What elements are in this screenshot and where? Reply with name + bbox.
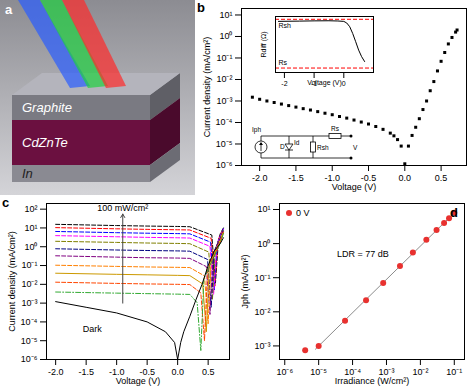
svg-text:Rsh: Rsh xyxy=(317,144,329,151)
svg-text:0: 0 xyxy=(342,80,346,87)
svg-text:10⁰: 10⁰ xyxy=(219,31,232,41)
svg-text:In: In xyxy=(22,166,33,181)
svg-text:-2.0: -2.0 xyxy=(48,367,64,377)
svg-text:Graphite: Graphite xyxy=(22,100,72,115)
svg-text:10⁻⁵: 10⁻⁵ xyxy=(310,367,327,377)
html-text:a: a xyxy=(5,2,13,17)
svg-text:Iph: Iph xyxy=(252,126,261,134)
svg-text:10¹: 10¹ xyxy=(257,204,270,214)
svg-text:D: D xyxy=(280,143,285,150)
svg-text:10⁻³: 10⁻³ xyxy=(21,298,37,308)
svg-text:Rs: Rs xyxy=(279,59,288,66)
svg-text:-1.5: -1.5 xyxy=(288,173,304,183)
svg-text:0.5: 0.5 xyxy=(202,367,215,377)
html-text:c: c xyxy=(2,195,10,210)
svg-text:-1.0: -1.0 xyxy=(324,172,340,183)
svg-text:10⁻¹: 10⁻¹ xyxy=(216,53,232,63)
svg-text:10⁻¹: 10⁻¹ xyxy=(254,273,270,283)
svg-text:10⁻¹: 10⁻¹ xyxy=(446,367,462,377)
svg-text:10⁻⁴: 10⁻⁴ xyxy=(344,366,361,377)
svg-text:Voltage (V): Voltage (V) xyxy=(116,376,161,386)
svg-text:10⁰: 10⁰ xyxy=(24,242,37,252)
svg-text:10⁻⁶: 10⁻⁶ xyxy=(276,367,293,377)
svg-text:Current density (mA/cm²): Current density (mA/cm²) xyxy=(7,231,17,332)
svg-text:-1.0: -1.0 xyxy=(108,366,125,377)
svg-text:10⁻²: 10⁻² xyxy=(412,367,428,377)
svg-text:Rs: Rs xyxy=(331,125,340,132)
html-text:b: b xyxy=(197,0,205,15)
svg-text:Voltage (V): Voltage (V) xyxy=(332,182,377,192)
svg-text:Dark: Dark xyxy=(83,324,103,334)
svg-text:LDR = 77 dB: LDR = 77 dB xyxy=(337,249,389,259)
svg-text:10²: 10² xyxy=(24,204,37,214)
svg-text:10¹: 10¹ xyxy=(24,223,37,233)
svg-text:Rsh: Rsh xyxy=(279,22,292,29)
svg-text:10⁻³: 10⁻³ xyxy=(216,96,232,106)
svg-text:Jph (mA/cm²): Jph (mA/cm²) xyxy=(240,254,250,308)
svg-text:-1.5: -1.5 xyxy=(78,367,94,377)
svg-text:10⁻²: 10⁻² xyxy=(216,74,232,84)
svg-text:10⁻⁵: 10⁻⁵ xyxy=(21,336,38,346)
html-text:d: d xyxy=(450,205,458,220)
svg-text:10⁻³: 10⁻³ xyxy=(254,341,270,351)
svg-text:10⁻⁴: 10⁻⁴ xyxy=(216,117,233,127)
svg-text:10⁻⁶: 10⁻⁶ xyxy=(21,354,38,364)
svg-text:0.0: 0.0 xyxy=(171,367,184,377)
svg-text:10⁻¹: 10⁻¹ xyxy=(21,260,37,270)
svg-text:10¹: 10¹ xyxy=(219,10,232,20)
svg-text:10⁻⁵: 10⁻⁵ xyxy=(216,139,233,149)
svg-text:0.5: 0.5 xyxy=(435,173,448,183)
svg-text:10⁻⁶: 10⁻⁶ xyxy=(216,160,233,170)
svg-text:Voltage (V): Voltage (V) xyxy=(307,79,342,87)
svg-text:Rdiff (Ω): Rdiff (Ω) xyxy=(260,31,268,57)
svg-text:-2.0: -2.0 xyxy=(252,173,268,183)
svg-text:Current density (mA/cm²): Current density (mA/cm²) xyxy=(202,37,212,138)
svg-text:100 mW/cm²: 100 mW/cm² xyxy=(97,203,148,213)
html-text:0 V: 0 V xyxy=(296,208,310,218)
svg-text:10⁻⁴: 10⁻⁴ xyxy=(21,317,38,327)
svg-text:-0.5: -0.5 xyxy=(360,172,377,183)
svg-text:Irradiance (W/cm²): Irradiance (W/cm²) xyxy=(335,376,410,386)
svg-text:Id: Id xyxy=(294,139,300,146)
svg-text:10⁻²: 10⁻² xyxy=(254,307,270,317)
svg-text:-0.5: -0.5 xyxy=(139,366,155,377)
svg-text:10⁻²: 10⁻² xyxy=(21,279,37,289)
svg-text:10⁰: 10⁰ xyxy=(257,238,270,248)
svg-text:0.0: 0.0 xyxy=(399,173,412,183)
svg-text:-2: -2 xyxy=(281,80,287,87)
svg-text:CdZnTe: CdZnTe xyxy=(22,135,68,150)
svg-text:10⁻³: 10⁻³ xyxy=(378,366,395,377)
svg-text:V: V xyxy=(353,144,358,151)
